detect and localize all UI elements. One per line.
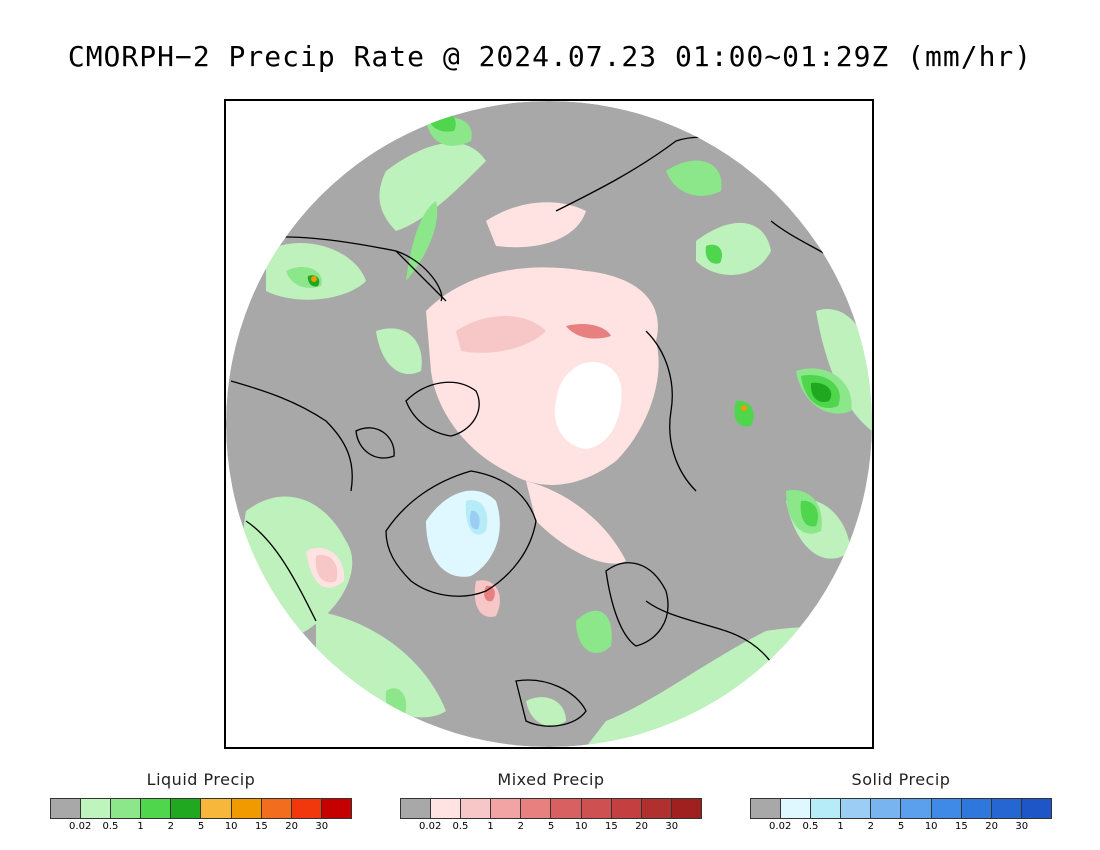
legend-swatch <box>671 799 701 818</box>
legend-tick-label: 1 <box>487 821 494 832</box>
legend-tick-label: 0.02 <box>769 821 792 832</box>
solid-precip <box>426 490 500 577</box>
legend-tick-label: 20 <box>285 821 298 832</box>
legend-swatch <box>51 799 82 818</box>
legend-swatch <box>111 799 142 818</box>
legend-swatch <box>931 799 962 818</box>
legend-tick-label: 15 <box>255 821 268 832</box>
legend-colorbar <box>400 798 702 819</box>
legend-tick-label: 0.02 <box>69 821 92 832</box>
legend-tick-label: 30 <box>315 821 329 832</box>
legend-swatch <box>1021 799 1051 818</box>
legend-tick-label: 5 <box>547 821 555 832</box>
chart-title: CMORPH−2 Precip Rate @ 2024.07.23 01:00~… <box>67 40 1033 73</box>
legend-tick-label: 10 <box>574 821 588 832</box>
legend-swatch <box>581 799 612 818</box>
legend-tick-label: 5 <box>897 821 905 832</box>
legend-swatch <box>261 799 292 818</box>
polar-precip-map <box>226 101 872 747</box>
legend-swatch <box>231 799 262 818</box>
legend-ticks: 0.02 0.5 1 2 5 10 15 20 30 <box>400 819 702 833</box>
legend-tick-label: 30 <box>1015 821 1029 832</box>
legend-tick-label: 0.5 <box>102 821 119 832</box>
legend-tick-label: 15 <box>605 821 618 832</box>
legend-swatch <box>81 799 112 818</box>
legend-mixed: Mixed Precip 0.02 0.5 1 2 5 10 15 20 30 <box>400 770 702 833</box>
legend-tick-label: 0.02 <box>419 821 442 832</box>
legend-swatch <box>781 799 812 818</box>
legend-tick-label: 10 <box>924 821 938 832</box>
legend-swatch <box>991 799 1022 818</box>
legend-tick-label: 0.5 <box>802 821 819 832</box>
legend-swatch <box>141 799 172 818</box>
legend-ticks: 0.02 0.5 1 2 5 10 15 20 30 <box>50 819 352 833</box>
legend-swatch <box>521 799 552 818</box>
legend-colorbar <box>50 798 352 819</box>
legend-swatch <box>321 799 351 818</box>
pole-data-gap <box>554 362 622 449</box>
legend-tick-label: 10 <box>224 821 238 832</box>
legend-swatch <box>751 799 782 818</box>
legend-swatch <box>201 799 232 818</box>
legend-liquid: Liquid Precip 0.02 0.5 1 2 5 10 15 20 30 <box>50 770 352 833</box>
legend-tick-label: 2 <box>867 821 874 832</box>
legend-solid: Solid Precip 0.02 0.5 1 2 5 10 15 20 30 <box>750 770 1052 833</box>
legend-swatch <box>171 799 202 818</box>
legend-swatch <box>841 799 872 818</box>
legend-tick-label: 2 <box>517 821 524 832</box>
legend-tick-label: 5 <box>197 821 205 832</box>
legend-swatch <box>811 799 842 818</box>
legend-tick-label: 15 <box>955 821 968 832</box>
legend-tick-label: 20 <box>985 821 998 832</box>
legend-tick-label: 1 <box>837 821 844 832</box>
legend-swatch <box>961 799 992 818</box>
legend-colorbar <box>750 798 1052 819</box>
legend-swatch <box>901 799 932 818</box>
legend-swatch <box>871 799 902 818</box>
legend-swatch <box>611 799 642 818</box>
legend-swatch <box>431 799 462 818</box>
legend-swatch <box>401 799 432 818</box>
legend-title: Solid Precip <box>851 770 951 789</box>
legend-tick-label: 30 <box>665 821 679 832</box>
liquid-precip-heavy <box>426 109 840 527</box>
legend-tick-label: 0.5 <box>452 821 469 832</box>
legend-swatch <box>491 799 522 818</box>
liquid-precip-extreme <box>311 276 747 411</box>
legend-swatch <box>461 799 492 818</box>
legend-title: Liquid Precip <box>146 770 256 789</box>
legend-tick-label: 20 <box>635 821 648 832</box>
legend-swatch <box>641 799 672 818</box>
legend-tick-label: 1 <box>137 821 144 832</box>
legend-ticks: 0.02 0.5 1 2 5 10 15 20 30 <box>750 819 1052 833</box>
legend-title: Mixed Precip <box>497 770 605 789</box>
legend-swatch <box>291 799 322 818</box>
mixed-precip-heavy <box>484 324 611 602</box>
legend-tick-label: 2 <box>167 821 174 832</box>
polar-map-frame <box>224 99 874 749</box>
legend-swatch <box>551 799 582 818</box>
